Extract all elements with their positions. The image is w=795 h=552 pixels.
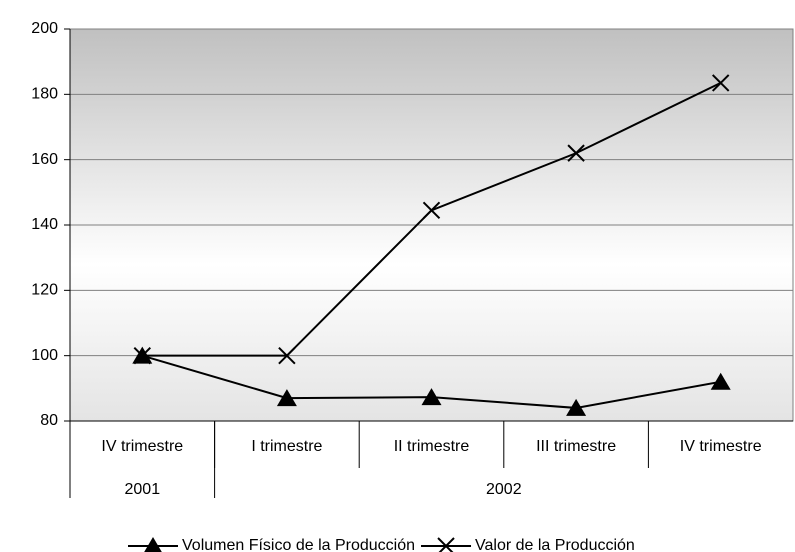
data-point: [566, 398, 587, 416]
y-tick-label: 160: [31, 151, 58, 168]
data-point: [421, 388, 442, 406]
data-point: [276, 389, 297, 407]
x-tick-label: IV trimestre: [101, 438, 183, 455]
data-point: [711, 74, 730, 92]
y-tick-label: 200: [31, 20, 58, 37]
y-tick-label: 120: [31, 282, 58, 299]
data-point: [133, 346, 152, 365]
x-tick-label: I trimestre: [251, 438, 322, 455]
x-tick-label: IV trimestre: [680, 438, 762, 455]
group-label: 2002: [486, 481, 522, 498]
legend-label: Volumen Físico de la Producción: [182, 537, 415, 552]
y-tick-label: 180: [31, 86, 58, 103]
data-point: [278, 346, 296, 365]
legend-marker: [144, 537, 162, 552]
data-point: [567, 144, 585, 162]
y-tick-label: 140: [31, 216, 58, 233]
legend-marker: [437, 537, 455, 552]
y-tick-label: 100: [31, 347, 58, 364]
x-tick-label: III trimestre: [536, 438, 616, 455]
data-point: [422, 201, 441, 220]
legend: Volumen Físico de la Producción Valor de …: [128, 537, 635, 552]
data-point: [710, 372, 731, 390]
legend-label: Valor de la Producción: [475, 537, 635, 552]
group-label: 2001: [125, 481, 161, 498]
y-tick-label: 80: [40, 412, 58, 429]
x-tick-label: II trimestre: [394, 438, 470, 455]
